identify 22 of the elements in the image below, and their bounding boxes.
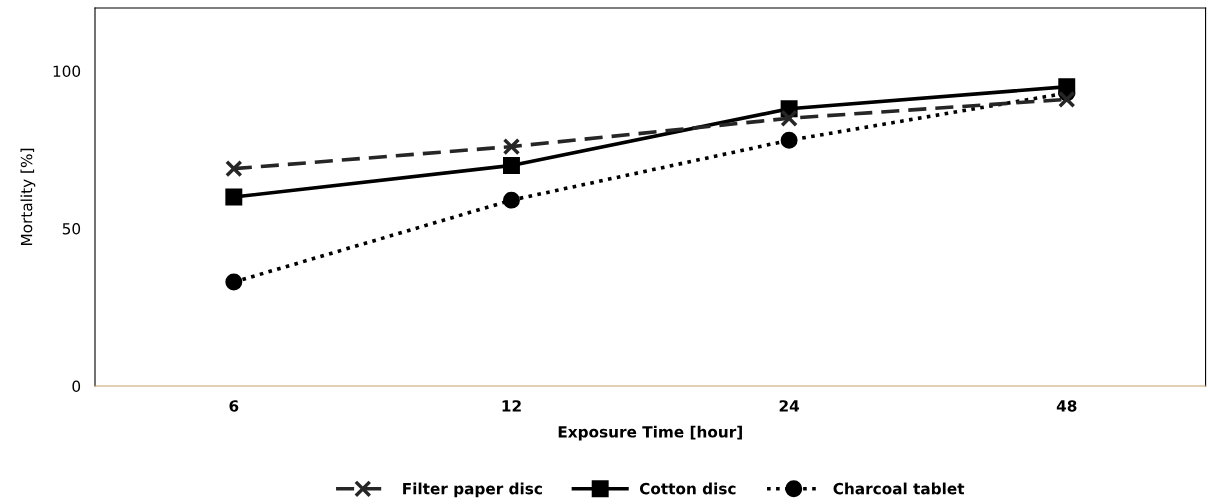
point xyxy=(225,273,243,291)
x-tick-label: 6 xyxy=(229,400,239,412)
y-axis-title: Mortality [%] xyxy=(20,148,36,245)
point xyxy=(780,131,798,149)
x-tick-label: 12 xyxy=(502,400,521,412)
point xyxy=(502,157,520,174)
point xyxy=(780,109,798,127)
legend-label: Filter paper disc xyxy=(403,482,542,498)
legend-label: Cotton disc xyxy=(639,482,736,495)
x-tick-label: 24 xyxy=(779,400,800,412)
y-tick-label: 100 xyxy=(53,65,81,78)
point xyxy=(225,188,243,206)
legend-label: Charcoal tablet xyxy=(833,482,965,495)
y-tick-label: 50 xyxy=(62,222,81,235)
point xyxy=(502,137,521,156)
point xyxy=(1058,90,1076,109)
x-tick-label: 48 xyxy=(1056,400,1077,412)
x-axis-title: Exposure Time [hour] xyxy=(558,425,742,441)
point xyxy=(1058,78,1076,96)
point xyxy=(502,191,520,209)
point xyxy=(225,159,243,178)
y-tick-label: 0 xyxy=(72,380,81,393)
